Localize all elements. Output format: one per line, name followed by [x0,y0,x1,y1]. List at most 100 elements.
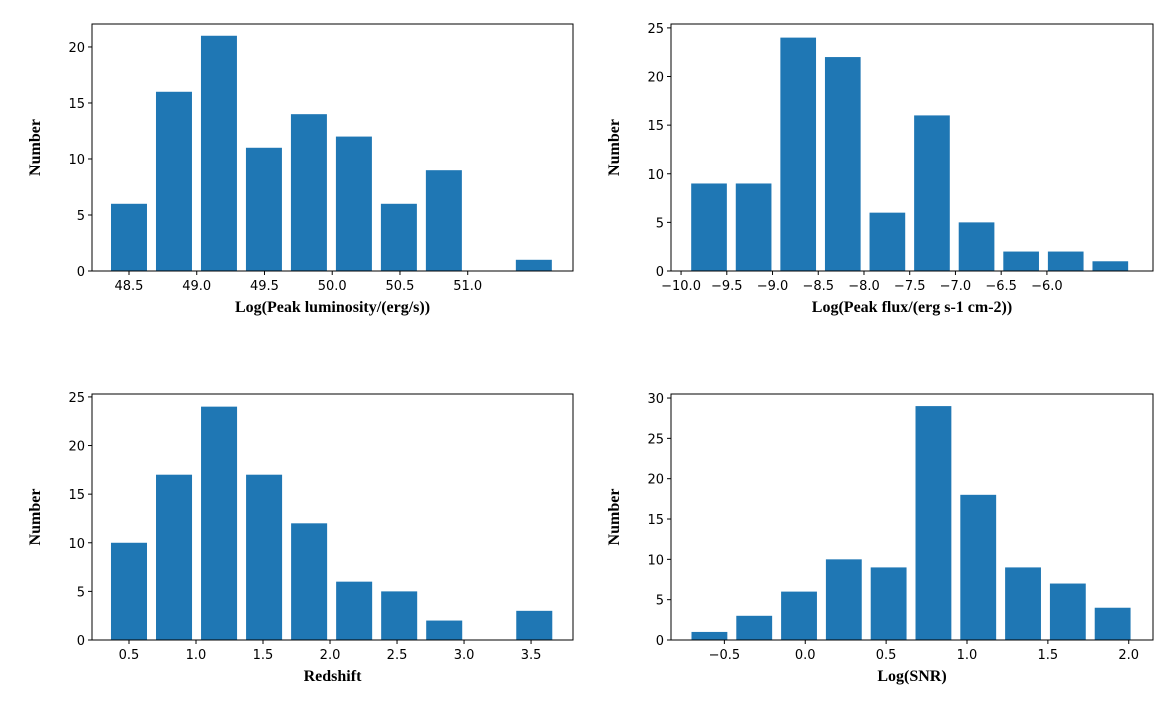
x-tick-label: 3.0 [454,648,475,663]
x-tick-label: −7.0 [940,279,972,294]
x-tick-label: 51.0 [453,279,482,294]
x-tick-label: 1.0 [186,648,207,663]
y-tick-label: 20 [68,41,85,56]
bar [380,203,417,271]
bar [1094,607,1131,640]
y-tick-label: 30 [647,392,664,407]
y-tick-label: 15 [68,488,85,503]
bar [515,259,552,271]
bar [958,222,995,271]
x-tick-label: −8.0 [848,279,880,294]
bar [246,474,283,640]
x-tick-label: 1.0 [957,648,978,663]
bar [691,631,728,640]
y-tick-label: 10 [647,168,664,183]
x-tick-label: 48.5 [115,279,144,294]
axes-frame [91,393,574,641]
bar [381,591,418,640]
bar [425,170,462,271]
x-tick-label: 0.5 [876,648,897,663]
x-tick-label: 49.5 [250,279,279,294]
y-tick-label: 25 [647,432,664,447]
bar [426,620,463,640]
bar [516,610,553,640]
y-tick-label: 15 [647,119,664,134]
bar [869,212,906,271]
bar [824,57,861,272]
y-tick-label: 10 [68,153,85,168]
bar [1005,567,1041,640]
y-axis-label: Number [606,489,623,546]
y-axis-label: Number [27,489,44,546]
y-tick-label: 5 [656,594,664,609]
x-tick-label: −0.5 [709,648,741,663]
bar [780,37,817,272]
y-tick-label: 0 [656,265,664,280]
bar [200,35,237,272]
y-tick-label: 20 [647,473,664,488]
x-tick-label: −8.5 [802,279,834,294]
y-axis-label: Number [27,119,44,176]
y-tick-label: 20 [68,440,85,455]
bar [870,567,907,640]
bar [915,406,952,640]
x-axis-label: Log(SNR) [877,668,946,685]
bar [960,494,997,640]
axes-frame [670,23,1154,272]
x-axis-label: Log(Peak luminosity/(erg/s)) [235,299,430,316]
x-tick-label: 50.0 [318,279,347,294]
x-tick-label: −9.0 [757,279,789,294]
bar [1003,251,1039,271]
y-tick-label: 10 [68,537,85,552]
bar [110,542,148,640]
bar [290,114,327,271]
bar [781,591,817,640]
bar [155,91,192,272]
x-tick-label: 0.5 [119,648,140,663]
bar [825,559,862,640]
x-tick-label: 0.0 [795,648,816,663]
x-tick-label: 1.5 [253,648,274,663]
bar [1049,583,1086,640]
x-tick-label: 3.5 [521,648,542,663]
x-tick-label: 49.0 [182,279,211,294]
x-tick-label: −6.5 [985,279,1017,294]
bar [1047,251,1084,271]
y-tick-label: 5 [77,209,85,224]
x-axis-label: Log(Peak flux/(erg s-1 cm-2)) [812,299,1012,316]
bar [110,203,147,271]
bar [736,615,773,640]
x-tick-label: 50.5 [385,279,414,294]
y-tick-label: 15 [647,513,664,528]
bar [1092,261,1129,271]
bar [335,136,372,271]
bar [201,406,238,640]
x-tick-label: −10.0 [661,279,701,294]
bar [691,183,727,271]
x-tick-label: −7.5 [894,279,926,294]
y-tick-label: 15 [68,97,85,112]
bar [156,474,193,640]
y-tick-label: 10 [647,553,664,568]
axes-frame [670,393,1154,641]
y-tick-label: 25 [647,22,664,37]
x-tick-label: −9.5 [711,279,743,294]
y-axis-label: Number [606,119,623,176]
x-tick-label: 2.0 [1118,648,1139,663]
y-tick-label: 0 [656,634,664,649]
x-tick-label: −6.0 [1031,279,1063,294]
y-tick-label: 0 [77,634,85,649]
y-tick-label: 20 [647,71,664,86]
bar [914,115,950,271]
x-tick-label: 2.0 [320,648,341,663]
x-tick-label: 2.5 [387,648,408,663]
y-tick-label: 25 [68,391,85,406]
bar [291,523,328,640]
y-tick-label: 5 [77,585,85,600]
x-tick-label: 1.5 [1038,648,1059,663]
bar [735,183,772,271]
bar [245,147,282,271]
x-axis-label: Redshift [304,668,362,685]
